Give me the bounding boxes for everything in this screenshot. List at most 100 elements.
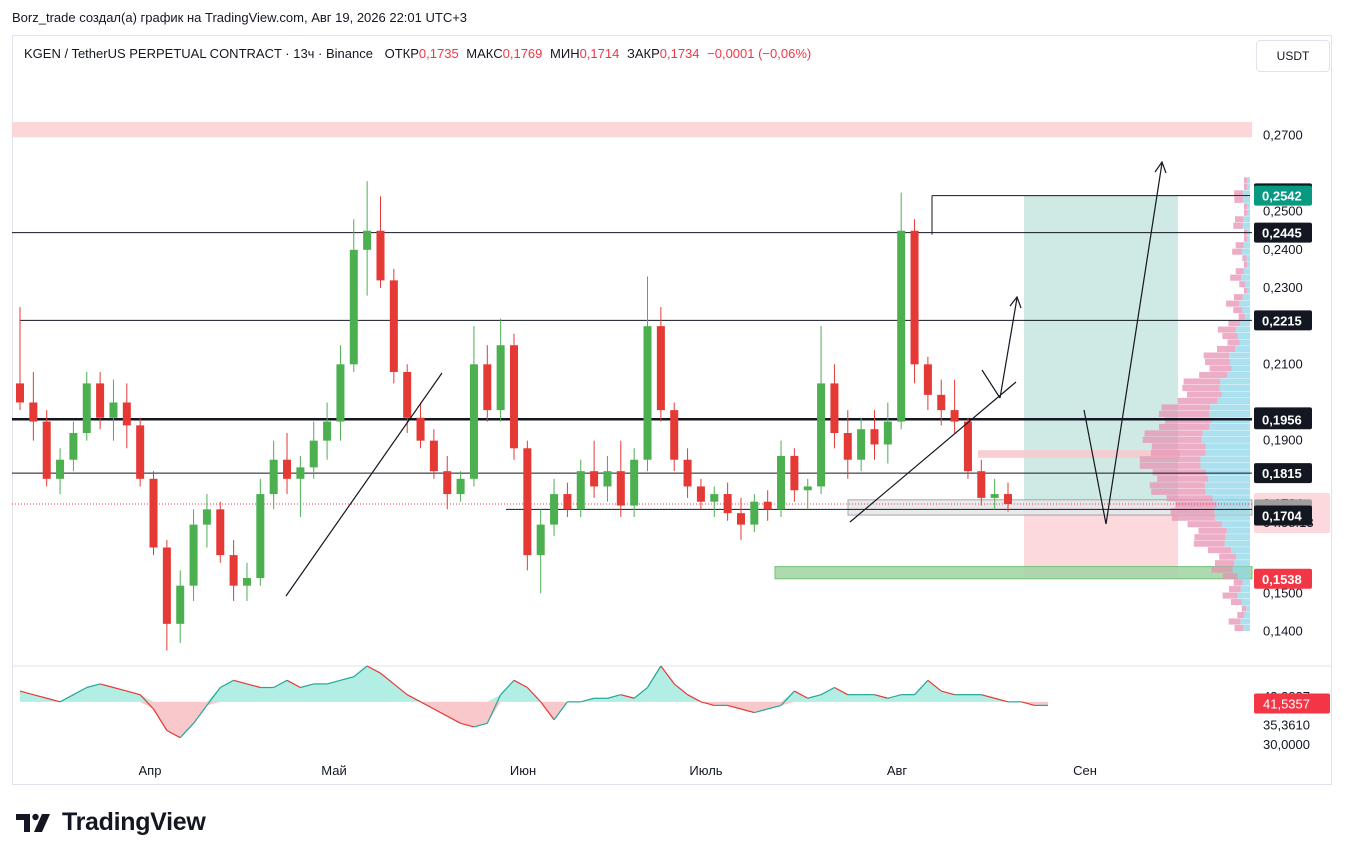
arrow-head	[1009, 295, 1022, 309]
oscillator-line	[46, 697, 61, 703]
volume-profile-bar	[1242, 294, 1250, 301]
volume-profile-bar	[1247, 203, 1250, 210]
projection-path	[999, 297, 1018, 399]
volume-profile-bar	[1231, 599, 1242, 606]
currency-button[interactable]: USDT	[1256, 40, 1330, 72]
oscillator-line	[834, 686, 849, 696]
volume-profile-bar	[1198, 527, 1227, 534]
volume-profile-bar	[1204, 482, 1250, 489]
candle-body	[15, 383, 25, 403]
price-tick: 0,2500	[1263, 204, 1303, 219]
volume-profile-bar	[1235, 268, 1244, 275]
oscillator-line	[286, 679, 301, 689]
candle-body	[296, 467, 305, 479]
oscillator-line	[513, 679, 528, 689]
candle-body	[323, 421, 332, 441]
oscillator-tick: 30,0000	[1263, 737, 1310, 752]
candle-body	[496, 345, 505, 411]
oscillator-line	[246, 683, 261, 689]
drawings-layer	[285, 160, 1167, 597]
oscillator-line	[126, 690, 141, 696]
candle-body	[256, 494, 265, 579]
oscillator-line	[820, 686, 835, 696]
volume-profile-bar	[1216, 501, 1250, 508]
oscillator-line	[73, 686, 88, 696]
candle-body	[616, 471, 625, 506]
oscillator-line	[473, 722, 488, 728]
volume-profile-bar	[1244, 183, 1248, 190]
oscillator-line	[99, 683, 114, 689]
candle-body	[576, 471, 585, 510]
projection-path	[1083, 409, 1107, 525]
volume-profile-bar	[1244, 313, 1250, 320]
volume-profile-bar	[1209, 365, 1232, 372]
time-axis: Апр Май Июн Июль Авг Сен	[139, 763, 1097, 778]
volume-profile-bar	[1234, 624, 1244, 632]
volume-profile-bar	[1243, 268, 1250, 275]
candle-body	[910, 230, 919, 365]
candle-body	[950, 410, 959, 422]
volume-profile-bar	[1225, 534, 1250, 541]
price-label: 0,2215	[1262, 313, 1302, 328]
volume-profile-bar	[1217, 326, 1236, 333]
zones-layer	[12, 121, 1253, 580]
candle-body	[656, 326, 665, 411]
candle-body	[269, 459, 278, 495]
volume-profile-bar	[1233, 307, 1243, 314]
open-value: 0,1735	[418, 46, 459, 61]
oscillator-line	[139, 694, 154, 710]
volume-profile-bar	[1211, 566, 1233, 573]
volume-profile-bar	[1194, 534, 1226, 541]
candle-body	[202, 509, 211, 525]
candle-body	[536, 524, 545, 556]
price-label-box	[1254, 185, 1312, 206]
volume-profile-bar	[1205, 358, 1230, 366]
time-tick: Май	[321, 763, 346, 778]
oscillator-line	[19, 690, 34, 696]
volume-profile-bar	[1232, 566, 1250, 573]
candle-body	[550, 494, 559, 525]
volume-profile-bar	[1245, 281, 1250, 288]
volume-profile-bar	[1243, 242, 1250, 249]
oscillator-line	[433, 708, 448, 717]
oscillator-line	[273, 679, 288, 689]
symbol-header: KGEN / TetherUS PERPETUAL CONTRACT · 13ч…	[24, 46, 811, 61]
price-label: 0,2542	[1262, 189, 1302, 204]
volume-profile-bar	[1242, 222, 1250, 229]
oscillator-line	[767, 704, 782, 710]
oscillator-line	[380, 672, 395, 685]
candle-body	[977, 471, 986, 498]
volume-profile-bar	[1244, 261, 1248, 268]
oscillator-line	[193, 705, 208, 724]
oscillator-line	[647, 665, 662, 688]
projection-path	[981, 369, 1001, 399]
volume-profile-bar	[1157, 475, 1209, 482]
candle-body	[736, 513, 745, 525]
oscillator-line	[941, 690, 955, 696]
volume-profile-bar	[1161, 404, 1211, 411]
volume-profile-bar	[1210, 404, 1250, 411]
volume-profile-bar	[1241, 605, 1247, 612]
oscillator-line	[526, 687, 542, 703]
volume-profile-bar	[1222, 592, 1238, 599]
candle-body	[122, 402, 131, 426]
volume-profile-bar	[1203, 352, 1230, 359]
candle-body	[523, 448, 532, 556]
oscillator-line	[326, 679, 341, 685]
levels-layer	[12, 195, 1252, 510]
volume-profile-bar	[1222, 333, 1238, 340]
volume-profile-bar	[1186, 391, 1222, 398]
oscillator-line	[794, 690, 809, 699]
oscillator-fill-down	[20, 701, 1049, 738]
oscillator-line	[754, 708, 768, 714]
oscillator-line	[914, 679, 929, 696]
symbol-title[interactable]: KGEN / TetherUS PERPETUAL CONTRACT · 13ч…	[24, 46, 373, 61]
volume-profile-bar	[1144, 430, 1203, 437]
oscillator-line	[1021, 701, 1035, 706]
close-label: ЗАКР	[626, 46, 660, 61]
volume-profile-bar	[1222, 573, 1238, 580]
tradingview-logo[interactable]: TradingView	[16, 808, 206, 837]
volume-profile-bar	[1239, 339, 1250, 346]
volume-profile-bar	[1205, 488, 1250, 495]
